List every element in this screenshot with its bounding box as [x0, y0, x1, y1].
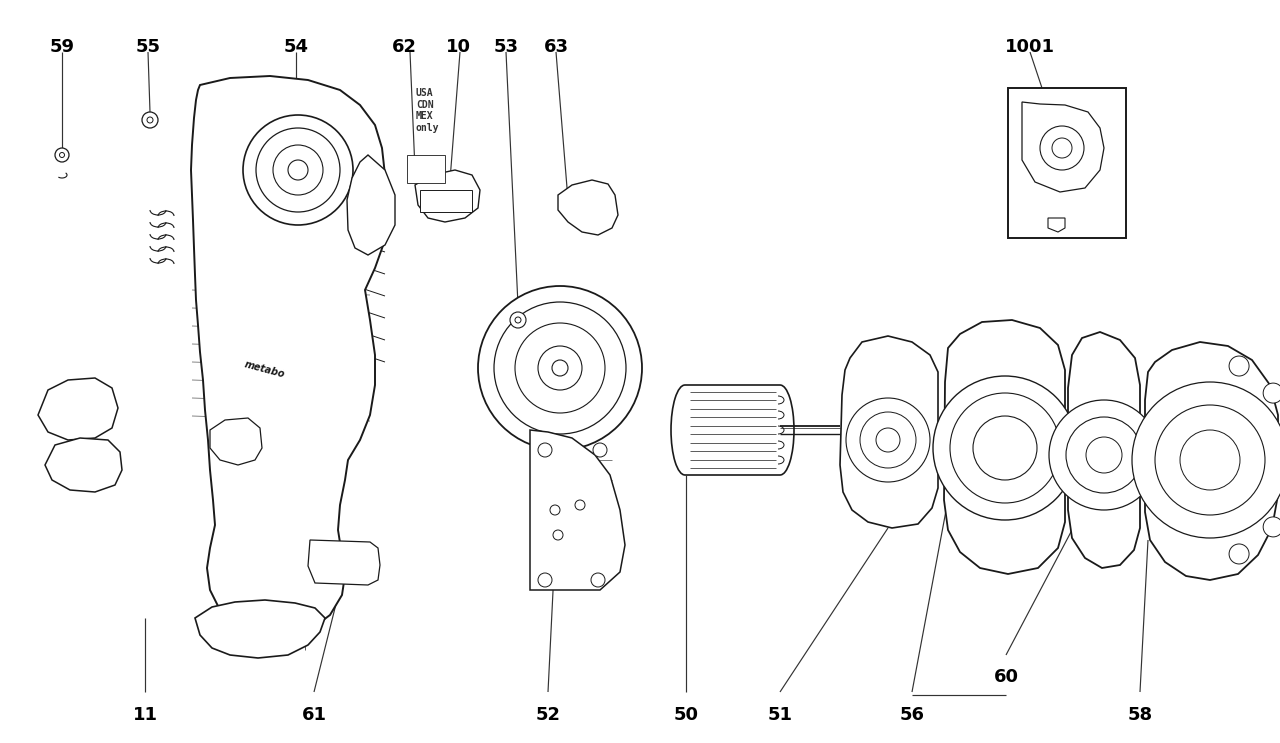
- Circle shape: [494, 302, 626, 434]
- Circle shape: [142, 112, 157, 128]
- Circle shape: [477, 286, 643, 450]
- Circle shape: [933, 376, 1076, 520]
- Circle shape: [515, 323, 605, 413]
- Polygon shape: [502, 305, 538, 336]
- Polygon shape: [1146, 342, 1277, 580]
- Circle shape: [1052, 138, 1073, 158]
- Text: USA
CDN
MEX
only: USA CDN MEX only: [416, 88, 439, 133]
- Circle shape: [876, 428, 900, 452]
- Text: 51: 51: [768, 706, 792, 724]
- Circle shape: [553, 530, 563, 540]
- Text: 63: 63: [544, 38, 568, 56]
- Polygon shape: [945, 320, 1065, 574]
- Circle shape: [55, 148, 69, 162]
- Circle shape: [243, 115, 353, 225]
- Text: 10: 10: [445, 38, 471, 56]
- Polygon shape: [558, 180, 618, 235]
- Circle shape: [256, 128, 340, 212]
- Polygon shape: [1048, 218, 1065, 232]
- Circle shape: [860, 412, 916, 468]
- Circle shape: [515, 317, 521, 323]
- Circle shape: [1066, 417, 1142, 493]
- Circle shape: [1132, 382, 1280, 538]
- Circle shape: [538, 573, 552, 587]
- Text: 52: 52: [535, 706, 561, 724]
- Text: 55: 55: [136, 38, 160, 56]
- Text: 1001: 1001: [1005, 38, 1055, 56]
- Bar: [1009, 88, 1126, 238]
- Text: 50: 50: [673, 706, 699, 724]
- Polygon shape: [191, 76, 388, 637]
- Circle shape: [273, 145, 323, 195]
- Circle shape: [1050, 400, 1158, 510]
- Polygon shape: [530, 430, 625, 590]
- Circle shape: [509, 312, 526, 328]
- Circle shape: [950, 393, 1060, 503]
- Circle shape: [973, 416, 1037, 480]
- Circle shape: [538, 443, 552, 457]
- Text: 54: 54: [283, 38, 308, 56]
- Text: metabo: metabo: [243, 360, 287, 380]
- Polygon shape: [308, 540, 380, 585]
- Circle shape: [288, 160, 308, 180]
- Circle shape: [846, 398, 931, 482]
- Polygon shape: [415, 170, 480, 222]
- Circle shape: [1039, 126, 1084, 170]
- Circle shape: [552, 360, 568, 376]
- Text: 53: 53: [494, 38, 518, 56]
- Text: 56: 56: [900, 706, 924, 724]
- Text: 59: 59: [50, 38, 74, 56]
- Circle shape: [1085, 437, 1123, 473]
- Text: 58: 58: [1128, 706, 1152, 724]
- Polygon shape: [195, 600, 325, 658]
- Polygon shape: [38, 378, 118, 440]
- Text: 11: 11: [133, 706, 157, 724]
- Circle shape: [1229, 356, 1249, 376]
- Circle shape: [1263, 383, 1280, 403]
- Bar: [407, 155, 445, 183]
- Circle shape: [550, 505, 561, 515]
- Text: 62: 62: [392, 38, 416, 56]
- Circle shape: [1263, 517, 1280, 537]
- Bar: [420, 190, 472, 212]
- Circle shape: [575, 500, 585, 510]
- Circle shape: [59, 152, 64, 158]
- Polygon shape: [840, 336, 938, 528]
- Circle shape: [1155, 405, 1265, 515]
- Text: 61: 61: [302, 706, 326, 724]
- Circle shape: [593, 443, 607, 457]
- Text: 60: 60: [993, 668, 1019, 686]
- Polygon shape: [347, 155, 396, 255]
- Polygon shape: [45, 438, 122, 492]
- Circle shape: [1180, 430, 1240, 490]
- Circle shape: [538, 346, 582, 390]
- Circle shape: [147, 117, 154, 123]
- Polygon shape: [1068, 332, 1140, 568]
- Circle shape: [1229, 544, 1249, 564]
- Polygon shape: [210, 418, 262, 465]
- Circle shape: [591, 573, 605, 587]
- Polygon shape: [1021, 102, 1103, 192]
